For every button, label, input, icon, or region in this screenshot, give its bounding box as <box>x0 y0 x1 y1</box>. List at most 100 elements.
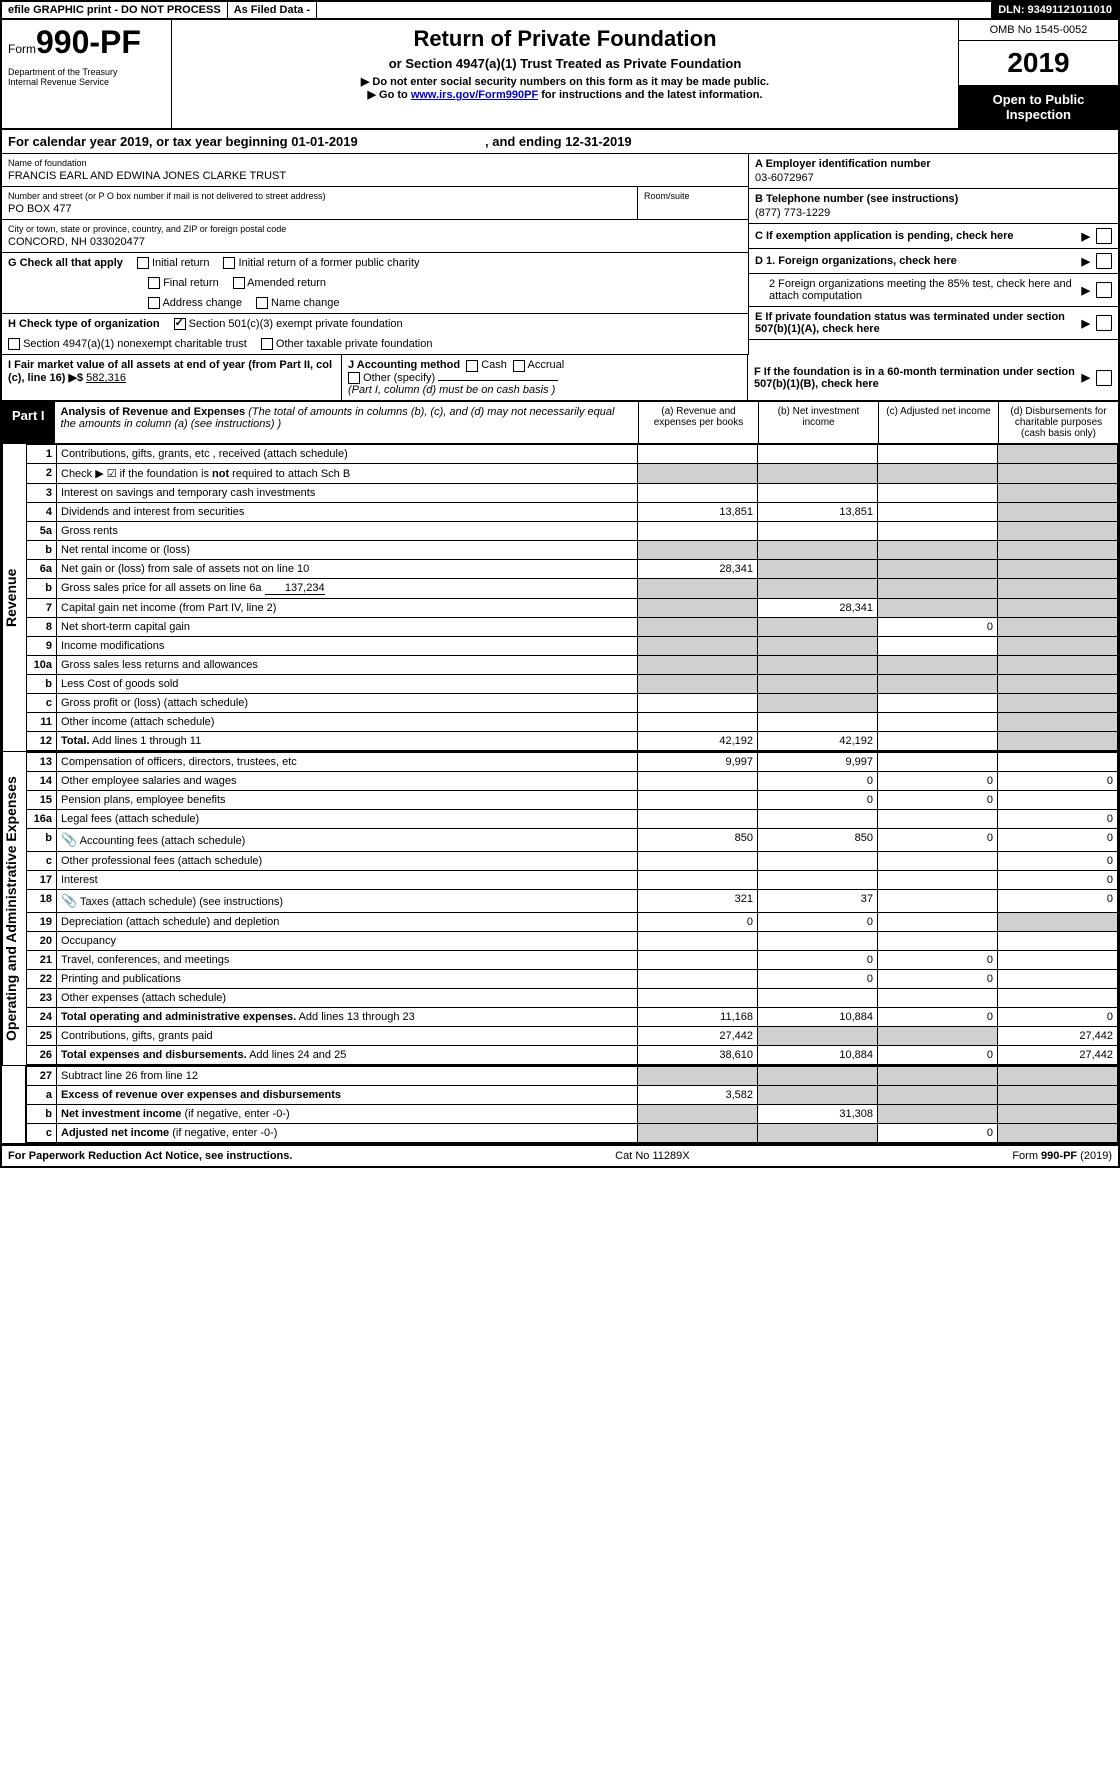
amt-cell <box>638 870 758 889</box>
cb-4947[interactable] <box>8 338 20 350</box>
cb-initial-return[interactable] <box>137 257 149 269</box>
table-row: bNet rental income or (loss) <box>27 540 1118 559</box>
footer-left: For Paperwork Reduction Act Notice, see … <box>8 1150 292 1162</box>
attachment-icon[interactable]: 📎 <box>61 893 77 908</box>
amt-cell <box>878 463 998 483</box>
cb-e[interactable] <box>1096 315 1112 331</box>
table-row: bNet investment income (if negative, ent… <box>27 1104 1118 1123</box>
amt-cell <box>878 693 998 712</box>
amt-cell <box>878 521 998 540</box>
cb-other-tax[interactable] <box>261 338 273 350</box>
amt-cell <box>758 870 878 889</box>
cb-c[interactable] <box>1096 228 1112 244</box>
row-desc: Gross sales less returns and allowances <box>57 655 638 674</box>
amt-cell: 28,341 <box>638 559 758 578</box>
cb-accrual[interactable] <box>513 360 525 372</box>
cb-final[interactable] <box>148 277 160 289</box>
opt-4947: Section 4947(a)(1) nonexempt charitable … <box>23 338 247 350</box>
amt-cell <box>758 483 878 502</box>
note2-post: for instructions and the latest informat… <box>538 89 762 101</box>
row-desc: Interest <box>57 870 638 889</box>
amt-cell <box>758 693 878 712</box>
row-num: 11 <box>27 712 57 731</box>
amt-cell <box>878 636 998 655</box>
i-label: I Fair market value of all assets at end… <box>8 359 332 384</box>
cb-f[interactable] <box>1096 370 1112 386</box>
amt-cell <box>638 1066 758 1085</box>
row-desc: Contributions, gifts, grants paid <box>57 1026 638 1045</box>
cb-other[interactable] <box>348 372 360 384</box>
amt-cell: 0 <box>998 828 1118 851</box>
row-desc: 📎 Accounting fees (attach schedule) <box>57 828 638 851</box>
amt-cell: 38,610 <box>638 1045 758 1064</box>
cb-name[interactable] <box>256 297 268 309</box>
amt-cell <box>998 790 1118 809</box>
cb-amended[interactable] <box>233 277 245 289</box>
amt-cell: 13,851 <box>638 502 758 521</box>
attachment-icon[interactable]: 📎 <box>61 832 77 847</box>
row-num: 15 <box>27 790 57 809</box>
amt-cell <box>638 617 758 636</box>
expenses-section: Operating and Administrative Expenses 13… <box>2 752 1118 1066</box>
table-row: 8Net short-term capital gain0 <box>27 617 1118 636</box>
dept-label: Department of the Treasury Internal Reve… <box>8 67 165 87</box>
cal-text-b: , and ending <box>485 134 565 149</box>
amt-cell <box>758 636 878 655</box>
row-desc: Dividends and interest from securities <box>57 502 638 521</box>
table-row: aExcess of revenue over expenses and dis… <box>27 1085 1118 1104</box>
opt-initial: Initial return <box>152 257 209 269</box>
amt-cell <box>878 559 998 578</box>
cb-d2[interactable] <box>1096 282 1112 298</box>
opt-former: Initial return of a former public charit… <box>239 257 420 269</box>
opt-cash: Cash <box>481 359 507 371</box>
amt-cell <box>758 578 878 598</box>
part1-tag: Part I <box>2 402 55 443</box>
row-num: c <box>27 851 57 870</box>
amt-cell <box>878 598 998 617</box>
summary-table: 27Subtract line 26 from line 12aExcess o… <box>26 1066 1118 1143</box>
amt-cell <box>758 559 878 578</box>
amt-cell <box>998 1123 1118 1142</box>
amt-cell <box>998 636 1118 655</box>
amt-cell <box>758 655 878 674</box>
amt-cell: 31,308 <box>758 1104 878 1123</box>
amt-cell <box>758 521 878 540</box>
amt-cell <box>758 988 878 1007</box>
cb-address[interactable] <box>148 297 160 309</box>
amt-cell <box>638 790 758 809</box>
topbar: efile GRAPHIC print - DO NOT PROCESS As … <box>2 2 1118 20</box>
arrow-icon: ▶ <box>1082 230 1090 243</box>
row-num: 27 <box>27 1066 57 1085</box>
amt-cell <box>638 771 758 790</box>
summary-section: 27Subtract line 26 from line 12aExcess o… <box>2 1066 1118 1145</box>
cb-501c3[interactable] <box>174 318 186 330</box>
row-desc: Adjusted net income (if negative, enter … <box>57 1123 638 1142</box>
amt-cell: 13,851 <box>758 502 878 521</box>
table-row: 10aGross sales less returns and allowanc… <box>27 655 1118 674</box>
table-row: 12Total. Add lines 1 through 1142,19242,… <box>27 731 1118 750</box>
amt-cell <box>758 809 878 828</box>
table-row: bLess Cost of goods sold <box>27 674 1118 693</box>
amt-cell <box>998 1085 1118 1104</box>
amt-cell: 0 <box>878 1045 998 1064</box>
row-desc: Other expenses (attach schedule) <box>57 988 638 1007</box>
row-desc: Net short-term capital gain <box>57 617 638 636</box>
f-label: F If the foundation is in a 60-month ter… <box>754 366 1076 390</box>
irs-link[interactable]: www.irs.gov/Form990PF <box>411 89 538 101</box>
amt-cell: 0 <box>998 889 1118 912</box>
row-desc: Gross sales price for all assets on line… <box>57 578 638 598</box>
row-num: 17 <box>27 870 57 889</box>
amt-cell <box>878 988 998 1007</box>
cb-cash[interactable] <box>466 360 478 372</box>
table-row: cGross profit or (loss) (attach schedule… <box>27 693 1118 712</box>
amt-cell <box>638 521 758 540</box>
table-row: 13Compensation of officers, directors, t… <box>27 752 1118 771</box>
cb-initial-former[interactable] <box>223 257 235 269</box>
c-cell: C If exemption application is pending, c… <box>749 224 1118 249</box>
row-desc: Other employee salaries and wages <box>57 771 638 790</box>
amt-cell <box>998 988 1118 1007</box>
amt-cell <box>638 578 758 598</box>
amt-cell: 10,884 <box>758 1007 878 1026</box>
opt-accrual: Accrual <box>528 359 565 371</box>
cb-d1[interactable] <box>1096 253 1112 269</box>
